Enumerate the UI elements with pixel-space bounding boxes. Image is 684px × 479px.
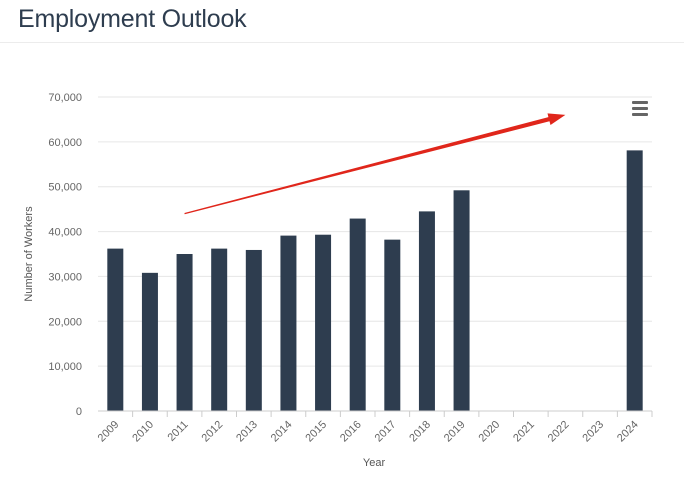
bar-series <box>107 150 643 411</box>
x-tick-label: 2012 <box>200 419 226 445</box>
bar[interactable] <box>141 272 158 411</box>
y-tick-label: 50,000 <box>48 182 82 194</box>
x-axis-title: Year <box>363 457 386 469</box>
bar[interactable] <box>315 234 332 411</box>
bar[interactable] <box>176 254 193 411</box>
x-tick-label: 2023 <box>580 419 606 445</box>
x-tick-label: 2020 <box>477 419 503 445</box>
bar[interactable] <box>280 235 297 411</box>
x-tick-label: 2021 <box>511 419 537 445</box>
bar[interactable] <box>107 248 124 411</box>
y-axis-title: Number of Workers <box>23 206 35 302</box>
y-tick-label: 10,000 <box>48 361 82 373</box>
x-tick-label: 2013 <box>234 419 260 445</box>
trend-arrow <box>184 113 566 215</box>
bar[interactable] <box>245 249 262 411</box>
x-tick-label: 2015 <box>303 419 329 445</box>
x-tick-label: 2014 <box>269 419 295 445</box>
annotation-layer <box>184 113 566 215</box>
bar[interactable] <box>453 190 470 411</box>
bar[interactable] <box>349 218 366 411</box>
x-tick-label: 2018 <box>407 419 433 445</box>
x-tick-label: 2016 <box>338 419 364 445</box>
x-tick-label: 2019 <box>442 419 468 445</box>
y-tick-label: 40,000 <box>48 227 82 239</box>
bar[interactable] <box>418 211 435 411</box>
x-tick-label: 2022 <box>546 419 572 445</box>
bar[interactable] <box>211 248 228 411</box>
y-tick-label: 0 <box>76 406 82 418</box>
title-divider <box>0 42 684 43</box>
bar[interactable] <box>626 150 643 411</box>
x-tick-label: 2024 <box>615 419 641 445</box>
page-title: Employment Outlook <box>18 5 247 33</box>
y-tick-label: 20,000 <box>48 316 82 328</box>
x-tick-label: 2010 <box>130 419 156 445</box>
y-tick-label: 60,000 <box>48 137 82 149</box>
bar[interactable] <box>384 239 401 411</box>
y-tick-label: 30,000 <box>48 271 82 283</box>
x-tick-label: 2017 <box>373 419 399 445</box>
x-tick-label: 2011 <box>165 419 190 444</box>
y-tick-label: 70,000 <box>48 92 82 104</box>
chart-menu-icon[interactable] <box>630 100 650 118</box>
x-tick-label: 2009 <box>96 419 122 445</box>
